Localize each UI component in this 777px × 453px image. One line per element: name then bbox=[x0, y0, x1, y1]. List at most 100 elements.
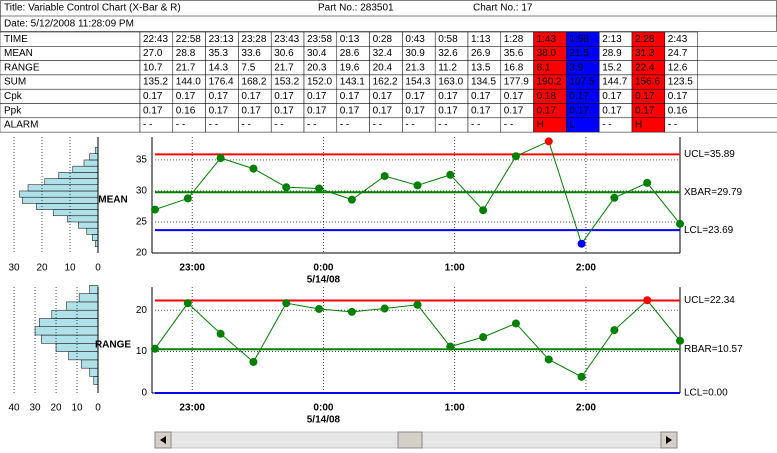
histogram-tick-label: 10 bbox=[64, 263, 76, 274]
cell-text: 162.2 bbox=[373, 77, 398, 88]
data-point bbox=[183, 194, 192, 203]
cell-text: 0:13 bbox=[340, 34, 360, 45]
cell-text: 123.5 bbox=[668, 77, 693, 88]
histogram-tick-label: 20 bbox=[50, 403, 62, 414]
cell-text: 1:13 bbox=[471, 34, 491, 45]
cell-text: 0.17 bbox=[504, 91, 524, 102]
cell-text: 0.17 bbox=[241, 91, 261, 102]
histogram-bar bbox=[27, 184, 99, 192]
x-tick-label: 23:00 bbox=[179, 263, 205, 274]
cell-text: 0.17 bbox=[274, 105, 294, 116]
histogram-bar bbox=[86, 227, 99, 235]
data-point bbox=[380, 304, 389, 313]
x-tick-label: 2:00 bbox=[576, 263, 596, 274]
cell-text: 32.6 bbox=[438, 48, 458, 59]
cell-text: 20.4 bbox=[373, 62, 393, 73]
data-point bbox=[446, 170, 455, 179]
cell-text: 0.17 bbox=[569, 105, 589, 116]
data-point bbox=[610, 193, 619, 202]
scrollbar[interactable] bbox=[154, 431, 678, 449]
cell-text: - - bbox=[274, 120, 283, 131]
row-label: RANGE bbox=[4, 62, 40, 73]
control-limit-label: UCL=22.34 bbox=[684, 295, 735, 306]
data-point bbox=[479, 333, 488, 342]
chart-no: Chart No.: 17 bbox=[473, 3, 533, 14]
histogram-bar bbox=[58, 172, 99, 179]
cell-text: 21.7 bbox=[176, 62, 196, 73]
x-tick-label: 2:00 bbox=[576, 403, 596, 414]
x-tick-label: 0:00 bbox=[313, 263, 333, 274]
cell-text: - - bbox=[241, 120, 250, 131]
cell-text: - - bbox=[340, 120, 349, 131]
y-tick-label: 20 bbox=[136, 305, 148, 316]
cell-text: 0.17 bbox=[143, 91, 163, 102]
cell-text: 152.0 bbox=[307, 77, 332, 88]
histogram-bar bbox=[19, 190, 99, 198]
data-point bbox=[413, 181, 422, 190]
y-tick-label: 35 bbox=[136, 155, 148, 166]
cell-text: 1:28 bbox=[504, 34, 524, 45]
cell-text: 0.17 bbox=[602, 105, 622, 116]
title: Title: Variable Control Chart (X-Bar & R… bbox=[4, 3, 181, 14]
cell-text: 0.17 bbox=[602, 91, 622, 102]
histogram-bar bbox=[51, 309, 99, 319]
cell-text: 0.17 bbox=[373, 91, 393, 102]
cell bbox=[664, 117, 698, 133]
cell-text: 107.5 bbox=[569, 77, 594, 88]
data-point bbox=[643, 178, 652, 187]
histogram-bar bbox=[72, 165, 99, 173]
data-point bbox=[183, 299, 192, 308]
data-point bbox=[347, 195, 356, 204]
cell-text: 23:58 bbox=[307, 34, 332, 45]
data-point bbox=[315, 304, 324, 313]
cell-text: 22:58 bbox=[176, 34, 201, 45]
cell-text: 0:28 bbox=[373, 34, 393, 45]
cell-text: - - bbox=[176, 120, 185, 131]
data-point bbox=[577, 372, 586, 381]
cell-text: 0:43 bbox=[405, 34, 425, 45]
histogram-bar bbox=[36, 203, 99, 210]
cell-text: - - bbox=[209, 120, 218, 131]
cell-text: 30.6 bbox=[274, 48, 294, 59]
cell-text: - - bbox=[373, 120, 382, 131]
cell-text: 22:43 bbox=[143, 34, 168, 45]
cell-text: - - bbox=[504, 120, 513, 131]
cell-text: 0.17 bbox=[176, 91, 196, 102]
histogram-tick-label: 40 bbox=[8, 403, 20, 414]
cell-text: 0.17 bbox=[569, 91, 589, 102]
cell-text: 35.3 bbox=[209, 48, 229, 59]
histogram-tick-label: 20 bbox=[36, 263, 48, 274]
date-label: 5/14/08 bbox=[307, 415, 341, 426]
y-tick-label: 25 bbox=[136, 217, 148, 228]
cell-text: 10.7 bbox=[143, 62, 163, 73]
data-point bbox=[249, 164, 258, 173]
control-limit-label: LCL=0.00 bbox=[684, 388, 728, 399]
histogram-bar bbox=[66, 215, 99, 223]
histogram-bar bbox=[78, 221, 99, 229]
cell-text: 28.6 bbox=[340, 48, 360, 59]
histogram-bar bbox=[89, 153, 99, 161]
histogram-bar bbox=[44, 178, 99, 186]
data-point bbox=[282, 183, 291, 192]
data-point bbox=[610, 326, 619, 335]
cell-text: 144.7 bbox=[602, 77, 627, 88]
scroll-thumb[interactable] bbox=[397, 431, 423, 449]
cell-text: 3.9 bbox=[569, 62, 583, 73]
cell-text: 168.2 bbox=[241, 77, 266, 88]
cell-text: - - bbox=[438, 120, 447, 131]
y-tick-label: 20 bbox=[136, 248, 148, 259]
cell-text: 21.5 bbox=[569, 48, 589, 59]
cell-text: 0.17 bbox=[307, 91, 327, 102]
cell-text: 0.17 bbox=[635, 91, 655, 102]
histogram-bar bbox=[93, 376, 99, 385]
data-point bbox=[544, 355, 553, 364]
cell-text: 0.17 bbox=[438, 105, 458, 116]
cell-text: - - bbox=[602, 120, 611, 131]
cell-text: 0.17 bbox=[373, 105, 393, 116]
histogram-bar bbox=[41, 334, 99, 344]
control-limit-label: LCL=23.69 bbox=[684, 225, 734, 236]
cell-text: 1:58 bbox=[569, 34, 589, 45]
histogram-tick-label: 30 bbox=[29, 403, 41, 414]
histogram-bar bbox=[34, 326, 99, 336]
date: Date: 5/12/2008 11:28:09 PM bbox=[4, 19, 134, 30]
